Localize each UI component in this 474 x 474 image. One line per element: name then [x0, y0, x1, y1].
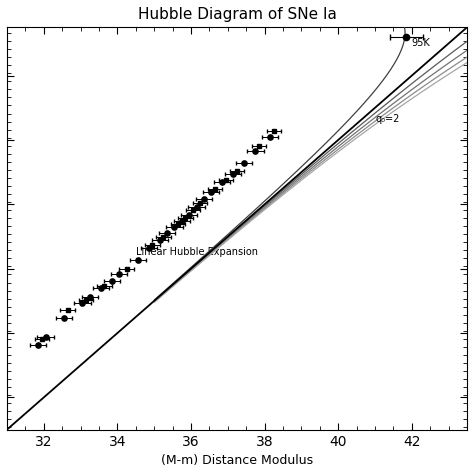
X-axis label: (M-m) Distance Modulus: (M-m) Distance Modulus — [161, 454, 313, 467]
Text: Linear Hubble Expansion: Linear Hubble Expansion — [136, 246, 258, 256]
Title: Hubble Diagram of SNe Ia: Hubble Diagram of SNe Ia — [137, 7, 337, 22]
Text: 95K: 95K — [412, 38, 430, 48]
Text: q₀=2: q₀=2 — [375, 114, 400, 124]
